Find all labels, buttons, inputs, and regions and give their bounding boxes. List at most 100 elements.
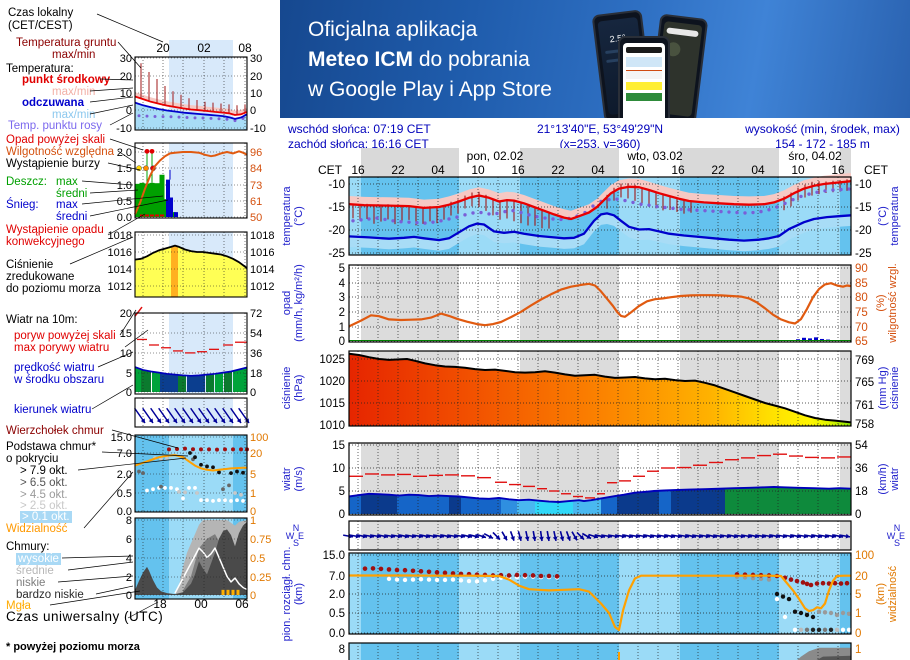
legend-label-43: bardzo niskie [16,589,84,601]
legend-label-11: Wilgotność względna [6,146,115,158]
svg-text:06: 06 [235,597,249,611]
svg-text:-25: -25 [328,248,345,260]
svg-text:100: 100 [855,550,874,562]
legend-label-3: max/min [52,49,96,61]
svg-text:2.0: 2.0 [329,589,345,601]
legend-label-31: Podstawa chmur* [6,441,97,453]
svg-text:16: 16 [351,163,365,177]
svg-text:61: 61 [250,196,262,208]
svg-text:1014: 1014 [250,264,274,276]
svg-text:00: 00 [194,597,208,611]
svg-text:2: 2 [126,572,132,584]
svg-text:ciśnienie: ciśnienie [281,367,293,410]
legend-label-12: Wystąpienie burzy [6,158,100,170]
svg-text:-20: -20 [328,225,345,237]
svg-text:1010: 1010 [319,420,345,432]
svg-text:1020: 1020 [319,376,345,388]
svg-text:-10: -10 [116,123,132,135]
svg-text:śro, 04.02: śro, 04.02 [788,149,842,163]
svg-text:0: 0 [339,336,345,348]
app-promo-banner[interactable]: Oficjalna aplikacja Meteo ICM do pobrani… [280,0,910,118]
svg-text:-20: -20 [855,225,872,237]
legend-footnote: * powyżej poziomu morza [6,641,140,653]
svg-text:1012: 1012 [108,281,132,293]
legend-label-5: punkt środkowy [22,74,111,86]
svg-text:1012: 1012 [250,281,274,293]
svg-text:E: E [298,531,304,541]
svg-text:-10: -10 [250,123,266,135]
svg-text:1.5: 1.5 [117,163,132,175]
svg-text:0.5: 0.5 [250,553,265,565]
svg-text:85: 85 [855,278,868,290]
legend-label-18: średni [56,211,88,223]
svg-text:18: 18 [855,486,868,498]
svg-text:(%): (%) [875,294,887,311]
svg-text:-15: -15 [855,202,872,214]
svg-text:18: 18 [250,368,262,380]
svg-text:7.0: 7.0 [117,448,132,460]
svg-text:(km): (km) [293,583,305,605]
panel-precip-humidity: 5 4 3 2 1 0 90 85 80 75 70 65 opad (mm/h, kg/m²/h) (%)… [281,263,899,348]
svg-text:-15: -15 [328,202,345,214]
svg-text:E: E [899,531,905,541]
svg-text:5: 5 [855,589,861,601]
svg-text:0: 0 [250,590,256,602]
svg-text:96: 96 [250,147,262,159]
legend-label-15: średni [56,188,88,200]
svg-text:758: 758 [855,419,874,431]
legend-label-44: Mgła [6,600,31,612]
svg-text:1: 1 [339,322,345,334]
svg-text:72: 72 [250,308,262,320]
svg-text:wiatr: wiatr [889,467,901,492]
legend-label-17: max [56,199,78,211]
svg-text:0.5: 0.5 [117,488,132,500]
legend-mini-wind: 20 15 10 5 0 72 54 36 18 0 [120,306,262,399]
svg-text:4: 4 [126,553,132,565]
svg-text:0: 0 [126,105,132,117]
svg-text:20: 20 [120,308,132,320]
svg-text:2.0: 2.0 [117,469,132,481]
svg-text:ciśnienie: ciśnienie [889,367,901,410]
svg-text:(km): (km) [875,583,887,605]
legend-mini-clouds: 15.0 7.0 2.0 0.5 0.0 100 20 5 1 0 [111,432,269,518]
svg-text:5: 5 [250,469,256,481]
legend-label-29: kierunek wiatru [14,404,92,416]
svg-text:18: 18 [153,597,167,611]
svg-text:04: 04 [591,163,605,177]
svg-text:S: S [293,538,299,548]
legend-label-25: poryw powyżej skali [14,330,116,342]
legend-label-7: odczuwana [22,97,84,109]
svg-text:0.5: 0.5 [117,196,132,208]
svg-text:N: N [293,523,300,533]
legend-label-6: max/min [52,86,96,98]
legend-label-21: Ciśnienie [6,259,54,271]
svg-text:10: 10 [471,163,485,177]
panel-clouds-visibility: 15.0 7.0 2.0 0.5 0.0 100 20 5 1 0 pion. rozciągł. … [281,547,899,642]
svg-text:opad: opad [281,291,293,315]
svg-text:02: 02 [197,41,211,55]
svg-text:1025: 1025 [319,354,345,366]
legend-label-22: zredukowane [6,271,75,283]
legend-mini-pressure: 1018 1016 1014 1012 1018 1016 1014 1012 [108,230,274,298]
svg-text:8: 8 [126,515,132,527]
svg-text:20: 20 [250,448,262,460]
svg-text:1: 1 [855,644,861,656]
svg-text:1018: 1018 [108,230,132,242]
svg-text:20: 20 [120,71,132,83]
svg-text:100: 100 [250,432,268,444]
legend-label-32: o pokryciu [6,453,59,465]
svg-text:-25: -25 [855,248,872,260]
svg-text:temperatura: temperatura [281,185,293,245]
svg-text:0.5: 0.5 [329,608,345,620]
altitude-info: wysokość (min, środek, max) 154 - 172 - … [740,122,905,152]
svg-text:5: 5 [126,368,132,380]
legend-label-8: max/min [52,109,96,121]
legend-label-20: konwekcyjnego [6,236,85,248]
banner-line3: w Google Play i App Store [308,78,552,101]
svg-text:20: 20 [250,71,262,83]
phone-mockup-meteogram [618,36,670,118]
svg-text:(mm Hg): (mm Hg) [877,367,889,410]
